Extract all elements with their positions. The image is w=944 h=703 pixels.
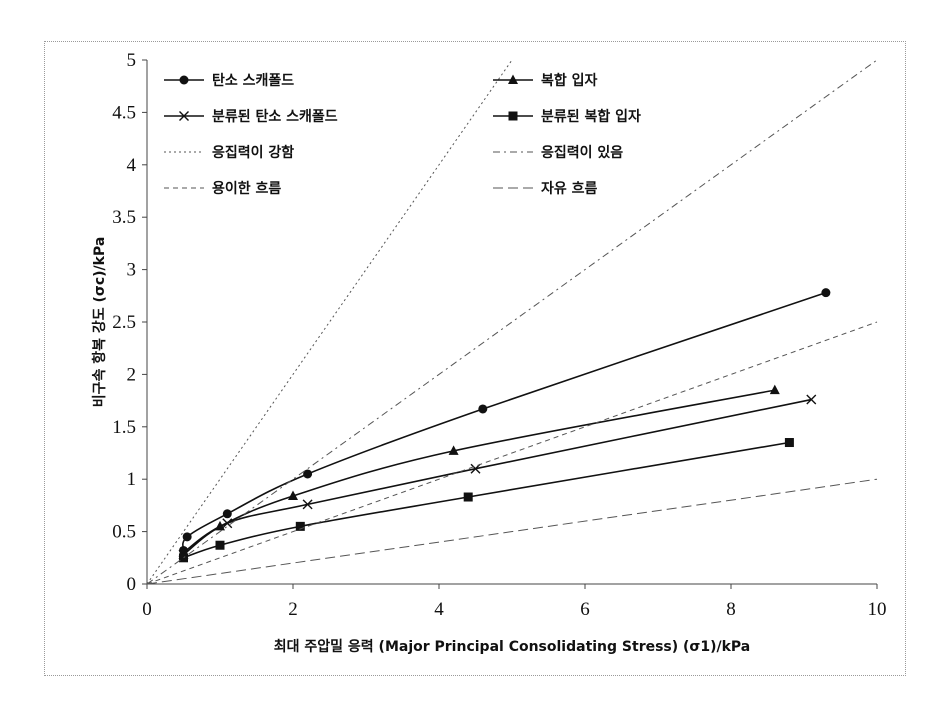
series-line — [147, 60, 877, 584]
y-tick-label: 3 — [127, 260, 137, 281]
data-point-circle — [183, 532, 192, 541]
series-6 — [147, 322, 877, 584]
legend-label: 분류된 탄소 스캐폴드 — [212, 108, 338, 125]
legend-label: 탄소 스캐폴드 — [212, 72, 294, 89]
series-line — [183, 293, 826, 551]
series-2 — [179, 395, 816, 559]
y-tick-label: 3.5 — [112, 207, 136, 228]
data-point-x — [223, 519, 232, 528]
data-point-triangle — [770, 385, 780, 395]
legend-item: 탄소 스캐폴드 — [164, 72, 294, 89]
series-0 — [179, 288, 830, 555]
data-point-square — [464, 493, 473, 502]
y-tick-label: 0 — [127, 574, 137, 595]
legend-label: 자유 흐름 — [541, 181, 598, 197]
axes — [142, 60, 877, 589]
legend-item: 용이한 흐름 — [164, 180, 281, 197]
y-tick-label: 1 — [127, 469, 137, 490]
x-tick-label: 8 — [726, 599, 736, 620]
legend-label: 응집력이 강함 — [212, 144, 294, 161]
series-3 — [179, 438, 794, 562]
legend-item: 분류된 탄소 스캐폴드 — [164, 108, 338, 125]
data-point-circle — [478, 404, 487, 413]
x-tick-label: 0 — [142, 599, 152, 620]
data-point-square — [509, 112, 518, 121]
legend-label: 용이한 흐름 — [212, 180, 281, 197]
y-tick-label: 0.5 — [112, 522, 136, 543]
series-line — [147, 60, 512, 584]
legend-label: 응집력이 있음 — [541, 144, 623, 161]
y-tick-label: 2 — [127, 364, 137, 385]
y-tick-label: 4 — [127, 155, 137, 176]
legend: 탄소 스캐폴드 복합 입자분류된 탄소 스캐폴드 분류된 복합 입자응집력이 강함 응… — [164, 72, 641, 197]
y-tick-label: 4.5 — [112, 102, 136, 123]
data-point-circle — [223, 509, 232, 518]
data-point-square — [179, 553, 188, 562]
legend-item: 응집력이 강함 — [164, 144, 294, 161]
series-line — [184, 390, 775, 552]
legend-item: 응집력이 있음 — [493, 144, 623, 161]
data-point-circle — [180, 76, 189, 85]
legend-item: 복합 입자 — [493, 72, 598, 89]
data-point-square — [785, 438, 794, 447]
series-7 — [147, 479, 877, 584]
x-tick-label: 2 — [288, 599, 298, 620]
series-4 — [147, 60, 512, 584]
x-tick-label: 4 — [434, 599, 444, 620]
y-tick-label: 5 — [127, 50, 137, 71]
x-tick-label: 10 — [868, 599, 887, 620]
series-5 — [147, 60, 877, 584]
series-line — [147, 479, 877, 584]
y-tick-label: 1.5 — [112, 417, 136, 438]
y-tick-label: 2.5 — [112, 312, 136, 333]
series-line — [147, 322, 877, 584]
data-point-circle — [821, 288, 830, 297]
x-axis-label: 최대 주압밀 응력 (Major Principal Consolidating… — [274, 639, 750, 655]
legend-label: 분류된 복합 입자 — [541, 108, 641, 125]
tick-labels: 0 0.5 1 1.5 2 2.5 3 3.5 4 4.5 5 0 2 4 6 8 10 — [112, 50, 886, 620]
x-tick-label: 6 — [580, 599, 590, 620]
legend-item: 자유 흐름 — [493, 181, 598, 197]
series-group — [147, 60, 877, 584]
legend-item: 분류된 복합 입자 — [493, 108, 641, 125]
legend-label: 복합 입자 — [541, 72, 598, 89]
series-line — [184, 443, 790, 558]
y-axis-label: 비구속 항복 강도 (σc)/kPa — [91, 237, 108, 408]
data-point-square — [216, 541, 225, 550]
